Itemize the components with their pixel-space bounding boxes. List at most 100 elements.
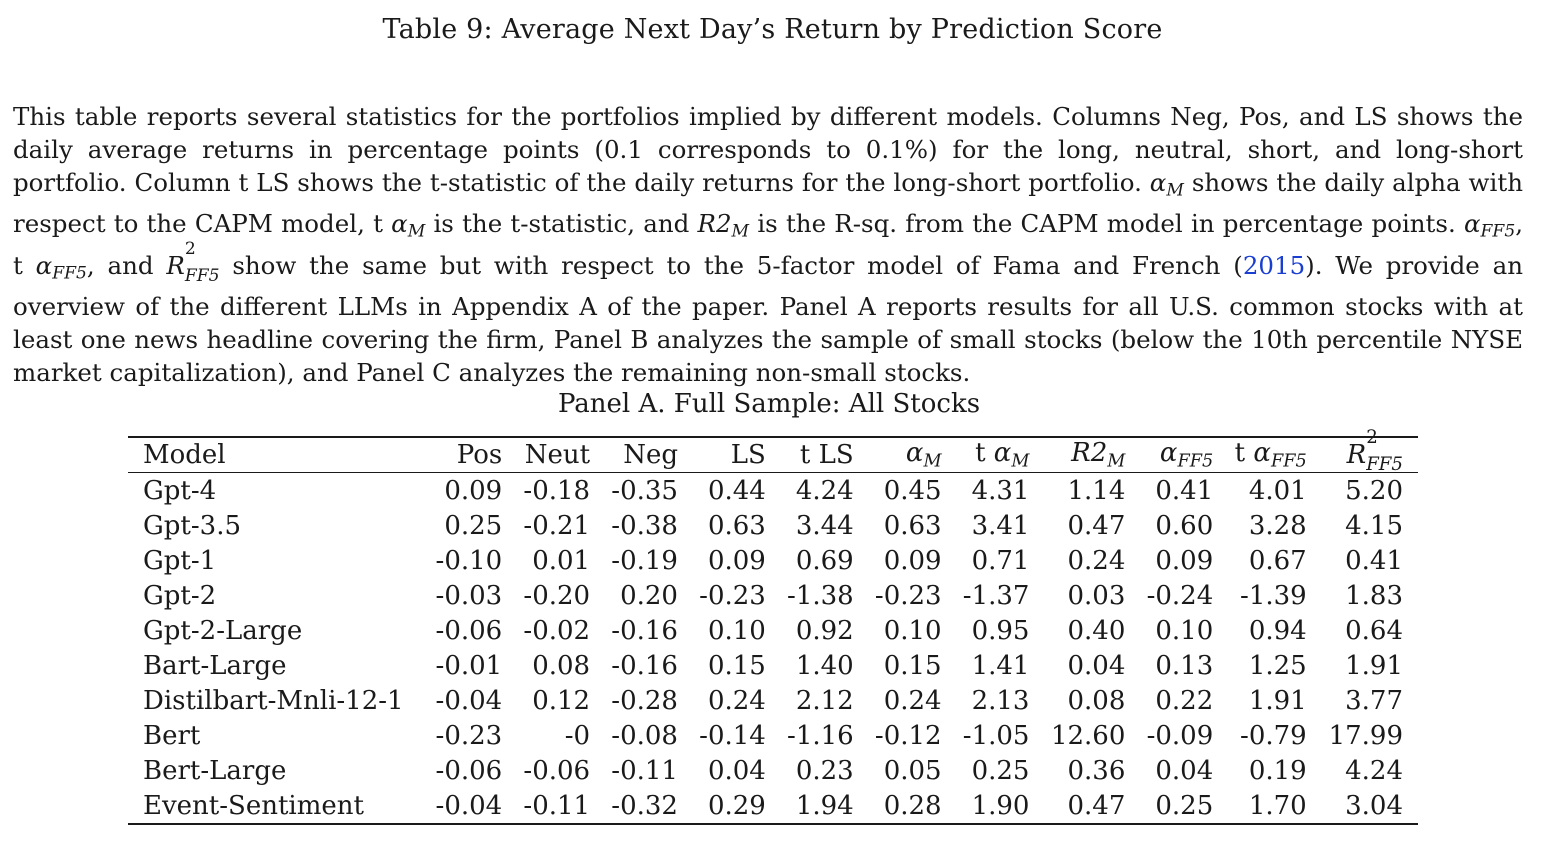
cell-t-alpha-m: 3.41	[971, 510, 1030, 541]
cell-neut: -0.06	[523, 755, 591, 786]
cell-neg: -0.08	[611, 720, 678, 751]
citation-link-2015[interactable]: 2015	[1242, 250, 1306, 280]
cell-alpha-m: 0.45	[883, 475, 942, 506]
cell-r2-ff5: 4.24	[1345, 755, 1403, 786]
table-row: Gpt-1 -0.10 0.01 -0.19 0.09 0.69 0.09 0.71 0.24 0…	[128, 543, 1418, 578]
model-name-cell: Distilbart-Mnli-12-1	[143, 685, 404, 716]
cell-neut: -0.20	[523, 580, 591, 611]
table-row: Gpt-3.5 0.25 -0.21 -0.38 0.63 3.44 0.63 3.41 0.4…	[128, 508, 1418, 543]
cell-alpha-m: 0.15	[883, 650, 942, 681]
header-r2-m: R2M	[1071, 438, 1126, 472]
cell-t-alpha-m: 4.31	[971, 475, 1030, 506]
cell-pos: -0.03	[435, 580, 503, 611]
table-header-row: Model Pos Neut Neg LS t LS αM t αM R2M α…	[128, 427, 1418, 475]
header-pos: Pos	[456, 440, 503, 470]
cell-t-alpha-m: 0.95	[971, 615, 1030, 646]
cell-pos: 0.25	[444, 510, 503, 541]
cell-neg: 0.20	[620, 580, 678, 611]
cell-r2-m: 0.40	[1067, 615, 1126, 646]
cell-r2-ff5: 0.64	[1345, 615, 1403, 646]
table-row: Bert -0.23 -0 -0.08 -0.14 -1.16 -0.12 -1.05 12.6…	[128, 718, 1418, 753]
cell-pos: -0.04	[435, 685, 503, 716]
cell-t-alpha-m: -1.37	[962, 580, 1030, 611]
table-row: Bart-Large -0.01 0.08 -0.16 0.15 1.40 0.15 1.41…	[128, 648, 1418, 683]
header-alpha-m: αM	[905, 438, 942, 472]
cell-ls: 0.24	[707, 685, 766, 716]
cell-t-alpha-ff5: 1.25	[1248, 650, 1307, 681]
cell-alpha-m: -0.23	[874, 580, 942, 611]
cell-r2-ff5: 1.83	[1345, 580, 1403, 611]
cell-ls: 0.44	[707, 475, 766, 506]
cell-alpha-ff5: 0.41	[1155, 475, 1214, 506]
cell-pos: -0.06	[435, 615, 503, 646]
cell-t-alpha-ff5: 1.91	[1248, 685, 1307, 716]
cell-ls: 0.15	[707, 650, 766, 681]
cell-t-alpha-m: 1.90	[971, 790, 1030, 821]
cell-neg: -0.32	[611, 790, 678, 821]
model-name-cell: Event-Sentiment	[143, 790, 364, 821]
cell-t-ls: -1.38	[787, 580, 854, 611]
model-name-cell: Gpt-2-Large	[143, 615, 303, 646]
model-name-cell: Gpt-2	[143, 580, 217, 611]
model-name-cell: Gpt-4	[143, 475, 217, 506]
cell-t-ls: 3.44	[795, 510, 854, 541]
cell-t-alpha-ff5: 4.01	[1248, 475, 1307, 506]
cell-pos: -0.23	[435, 720, 503, 751]
cell-r2-m: 0.47	[1067, 790, 1126, 821]
cell-neut: 0.01	[532, 545, 591, 576]
cell-t-alpha-ff5: -0.79	[1240, 720, 1307, 751]
cell-r2-ff5: 5.20	[1345, 475, 1403, 506]
cell-t-alpha-m: -1.05	[962, 720, 1030, 751]
cell-ls: -0.14	[699, 720, 766, 751]
cell-r2-ff5: 3.04	[1345, 790, 1403, 821]
cell-alpha-ff5: 0.04	[1155, 755, 1214, 786]
cell-t-alpha-ff5: -1.39	[1240, 580, 1307, 611]
cell-t-alpha-m: 0.25	[971, 755, 1030, 786]
table-row: Gpt-4 0.09 -0.18 -0.35 0.44 4.24 0.45 4.31 1.14 0…	[128, 473, 1418, 509]
cell-r2-m: 12.60	[1050, 720, 1126, 751]
model-name-cell: Bert-Large	[143, 755, 287, 786]
model-name-cell: Gpt-3.5	[143, 510, 241, 541]
cell-t-ls: 0.69	[795, 545, 854, 576]
cell-alpha-ff5: 0.25	[1155, 790, 1214, 821]
cell-ls: 0.63	[707, 510, 766, 541]
cell-t-ls: 0.23	[795, 755, 854, 786]
cell-alpha-ff5: -0.09	[1146, 720, 1214, 751]
cell-neg: -0.19	[611, 545, 678, 576]
cell-r2-m: 0.04	[1067, 650, 1126, 681]
cell-r2-ff5: 17.99	[1328, 720, 1403, 751]
cell-neut: -0	[564, 720, 591, 751]
cell-t-ls: 1.94	[795, 790, 854, 821]
header-r2-ff5: R 2 FF5	[1346, 427, 1403, 475]
header-neg: Neg	[623, 440, 678, 470]
cell-r2-m: 0.03	[1067, 580, 1126, 611]
cell-pos: -0.01	[435, 650, 503, 681]
cell-ls: -0.23	[699, 580, 766, 611]
cell-r2-m: 0.36	[1067, 755, 1126, 786]
model-name-cell: Bart-Large	[143, 650, 287, 681]
table-row: Event-Sentiment -0.04 -0.11 -0.32 0.29 1.94 0.…	[128, 788, 1418, 824]
table-body: Gpt-4 0.09 -0.18 -0.35 0.44 4.24 0.45 4.31 1.14 0…	[128, 473, 1418, 824]
cell-ls: 0.29	[707, 790, 766, 821]
cell-r2-m: 0.24	[1067, 545, 1126, 576]
cell-t-alpha-ff5: 0.19	[1248, 755, 1307, 786]
cell-neg: -0.28	[611, 685, 678, 716]
cell-alpha-m: 0.63	[883, 510, 942, 541]
cell-alpha-m: 0.05	[883, 755, 942, 786]
cell-neg: -0.35	[611, 475, 678, 506]
model-name-cell: Bert	[143, 720, 201, 751]
cell-neut: -0.18	[523, 475, 591, 506]
cell-t-alpha-ff5: 0.94	[1248, 615, 1307, 646]
header-neut: Neut	[524, 440, 591, 470]
cell-alpha-m: 0.10	[883, 615, 942, 646]
cell-t-ls: 1.40	[795, 650, 854, 681]
cell-t-alpha-m: 0.71	[971, 545, 1030, 576]
table-row: Gpt-2-Large -0.06 -0.02 -0.16 0.10 0.92 0.10 0.…	[128, 613, 1418, 648]
cell-r2-m: 1.14	[1067, 475, 1126, 506]
table-row: Gpt-2 -0.03 -0.20 0.20 -0.23 -1.38 -0.23 -1.37 0…	[128, 578, 1418, 613]
cell-neg: -0.16	[611, 650, 678, 681]
cell-ls: 0.04	[707, 755, 766, 786]
cell-r2-ff5: 3.77	[1345, 685, 1403, 716]
cell-t-alpha-ff5: 0.67	[1248, 545, 1307, 576]
cell-pos: -0.04	[435, 790, 503, 821]
